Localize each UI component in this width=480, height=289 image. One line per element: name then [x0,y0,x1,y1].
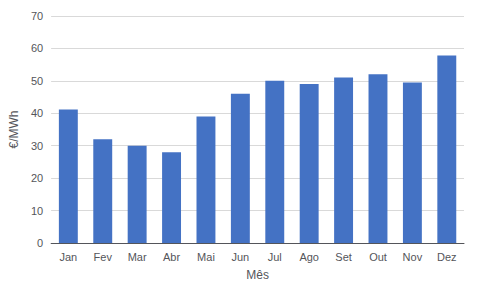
svg-text:70: 70 [31,10,43,22]
svg-text:Jan: Jan [59,251,77,263]
svg-text:40: 40 [31,107,43,119]
svg-text:Jul: Jul [268,251,282,263]
svg-text:0: 0 [37,237,43,249]
svg-text:Fev: Fev [94,251,113,263]
svg-text:Set: Set [335,251,352,263]
svg-text:30: 30 [31,140,43,152]
svg-text:Abr: Abr [163,251,180,263]
svg-text:60: 60 [31,42,43,54]
svg-text:10: 10 [31,205,43,217]
svg-text:Mês: Mês [246,268,269,282]
svg-text:Jun: Jun [231,251,249,263]
svg-text:20: 20 [31,172,43,184]
svg-text:Mai: Mai [197,251,215,263]
svg-text:Nov: Nov [403,251,423,263]
svg-text:50: 50 [31,75,43,87]
svg-text:€/MWh: €/MWh [7,110,21,148]
svg-text:Ago: Ago [299,251,319,263]
svg-text:Mar: Mar [128,251,147,263]
svg-text:Dez: Dez [437,251,457,263]
svg-text:Out: Out [369,251,387,263]
